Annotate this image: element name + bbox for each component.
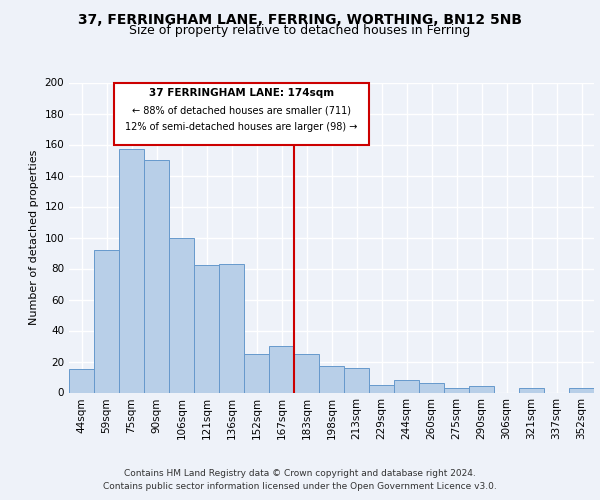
Bar: [444, 388, 469, 392]
Bar: [144, 160, 169, 392]
Bar: [244, 354, 269, 393]
Text: Size of property relative to detached houses in Ferring: Size of property relative to detached ho…: [130, 24, 470, 37]
Bar: [194, 266, 219, 392]
Bar: [394, 380, 419, 392]
Bar: [219, 264, 244, 392]
Bar: [169, 238, 194, 392]
Bar: [69, 369, 94, 392]
Y-axis label: Number of detached properties: Number of detached properties: [29, 150, 39, 325]
Bar: [569, 388, 594, 392]
Text: Contains HM Land Registry data © Crown copyright and database right 2024.: Contains HM Land Registry data © Crown c…: [124, 468, 476, 477]
Bar: [319, 366, 344, 392]
Text: 37, FERRINGHAM LANE, FERRING, WORTHING, BN12 5NB: 37, FERRINGHAM LANE, FERRING, WORTHING, …: [78, 12, 522, 26]
Bar: [419, 383, 444, 392]
Bar: [469, 386, 494, 392]
Text: 12% of semi-detached houses are larger (98) →: 12% of semi-detached houses are larger (…: [125, 122, 358, 132]
Bar: [294, 354, 319, 393]
Bar: [119, 149, 144, 392]
Text: Contains public sector information licensed under the Open Government Licence v3: Contains public sector information licen…: [103, 482, 497, 491]
Text: 37 FERRINGHAM LANE: 174sqm: 37 FERRINGHAM LANE: 174sqm: [149, 88, 334, 99]
FancyBboxPatch shape: [114, 82, 369, 144]
Text: ← 88% of detached houses are smaller (711): ← 88% of detached houses are smaller (71…: [132, 106, 351, 116]
Bar: [344, 368, 369, 392]
Bar: [519, 388, 544, 392]
Bar: [94, 250, 119, 392]
Bar: [369, 385, 394, 392]
Bar: [269, 346, 294, 393]
